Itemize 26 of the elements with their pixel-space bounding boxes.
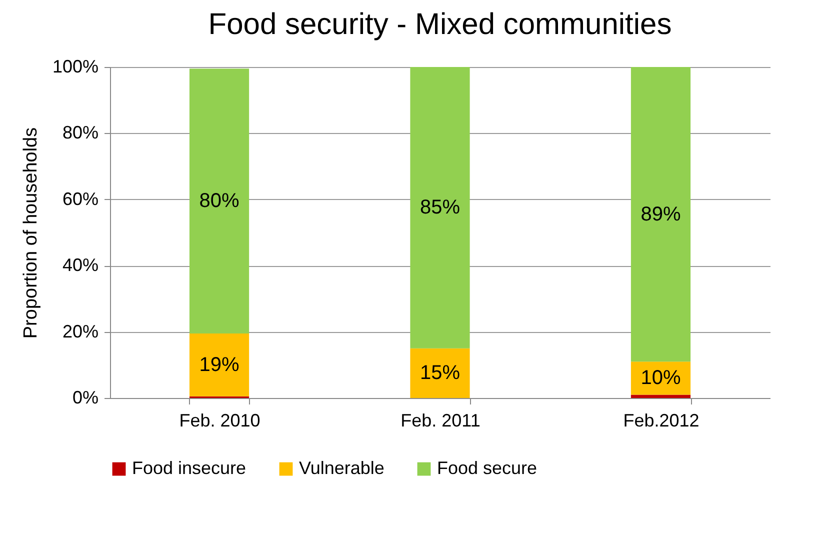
legend-label: Vulnerable xyxy=(299,458,384,478)
y-tick-label: 60% xyxy=(62,188,98,209)
y-tick-label: 100% xyxy=(52,56,98,76)
legend-label: Food insecure xyxy=(132,458,246,478)
data-label: 85% xyxy=(420,196,460,219)
y-axis-title: Proportion of households xyxy=(20,127,42,339)
data-label: 80% xyxy=(199,190,240,212)
x-tick-label: Feb.2012 xyxy=(623,410,700,430)
y-tick-label: 20% xyxy=(62,321,98,342)
x-tick-label: Feb. 2010 xyxy=(179,410,260,430)
legend-label: Food secure xyxy=(437,458,538,478)
bar xyxy=(189,333,250,396)
bar xyxy=(410,67,470,348)
x-tick-label: Feb. 2011 xyxy=(400,410,480,430)
data-label: 19% xyxy=(199,354,240,376)
data-label: 10% xyxy=(640,367,681,390)
y-tick-label: 0% xyxy=(72,388,98,408)
data-label: 15% xyxy=(420,362,460,384)
data-label: 89% xyxy=(640,203,681,226)
chart-title: Food security - Mixed communities xyxy=(208,8,672,41)
bar xyxy=(189,68,250,334)
y-tick-label: 80% xyxy=(62,122,98,143)
y-tick-label: 40% xyxy=(62,255,98,276)
bar xyxy=(630,67,691,362)
bar xyxy=(410,348,470,398)
bar xyxy=(630,394,691,398)
